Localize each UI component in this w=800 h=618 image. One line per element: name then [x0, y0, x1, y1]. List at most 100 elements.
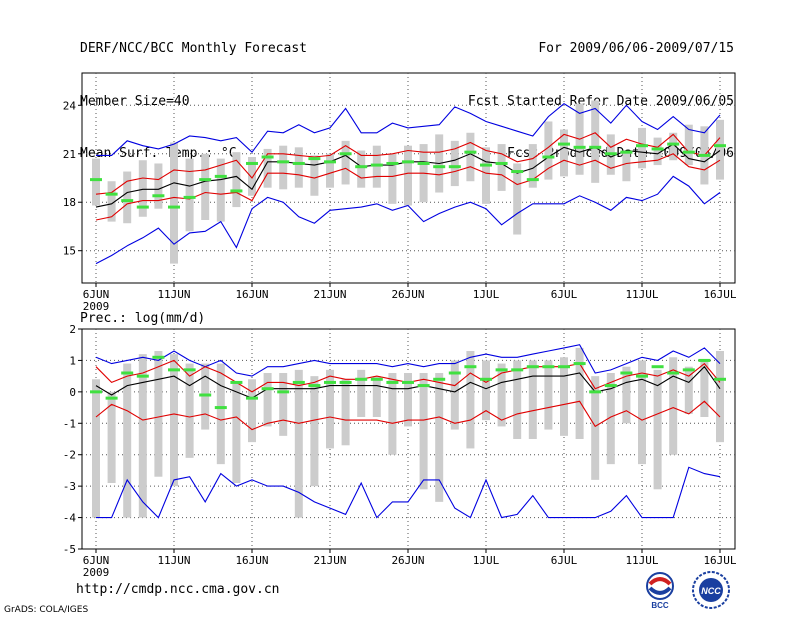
median-marker — [604, 152, 617, 156]
median-marker — [636, 374, 648, 378]
range-box — [466, 132, 475, 182]
median-marker — [105, 192, 118, 196]
range-box — [638, 360, 646, 465]
median-marker — [152, 194, 165, 198]
range-box — [622, 366, 631, 424]
median-marker — [495, 161, 508, 165]
x-tick-label: 16JUN — [235, 554, 268, 567]
x-year-label: 2009 — [83, 300, 110, 313]
median-marker — [214, 406, 227, 410]
x-tick-label: 6JUL — [551, 288, 578, 301]
x-tick-label: 16JUL — [703, 288, 736, 301]
median-marker — [199, 393, 212, 397]
median-marker — [214, 174, 227, 178]
median-marker — [417, 384, 430, 388]
median-marker — [355, 165, 368, 169]
median-marker — [230, 189, 243, 193]
range-box — [326, 369, 334, 449]
median-marker — [433, 377, 446, 381]
median-marker — [90, 390, 102, 394]
range-box — [435, 373, 444, 502]
median-marker — [417, 161, 430, 165]
range-box — [638, 127, 646, 169]
range-box — [92, 158, 100, 206]
ncc-logo-text: NCC — [701, 586, 721, 596]
median-marker — [651, 365, 664, 369]
range-box — [232, 382, 241, 483]
range-box — [716, 351, 724, 443]
range-box — [232, 152, 241, 208]
median-marker — [183, 368, 196, 372]
median-marker — [526, 365, 539, 369]
median-marker — [308, 157, 321, 161]
y-tick-label: -1 — [63, 417, 76, 430]
median-marker — [682, 368, 695, 372]
y-tick-label: -3 — [63, 480, 76, 493]
median-marker — [168, 368, 180, 372]
range-box — [372, 145, 381, 188]
series-mean-spread — [95, 400, 721, 431]
range-box — [357, 150, 366, 188]
range-box — [92, 379, 100, 518]
range-box — [107, 391, 116, 483]
median-marker — [339, 152, 352, 156]
source-url[interactable]: http://cmdp.ncc.cma.gov.cn — [76, 582, 280, 597]
range-box — [497, 363, 506, 427]
bcc-logo-text: BCC — [651, 601, 669, 610]
median-marker — [136, 205, 149, 209]
median-marker — [526, 178, 539, 182]
y-tick-label: 0 — [69, 386, 76, 399]
series-mean-spread — [95, 153, 721, 221]
median-marker — [105, 396, 118, 400]
y-tick-label: -4 — [63, 512, 77, 525]
median-marker — [542, 155, 555, 159]
median-marker — [168, 205, 180, 209]
median-marker — [152, 355, 165, 359]
range-box — [700, 360, 709, 417]
range-box — [606, 373, 615, 465]
median-marker — [573, 362, 586, 366]
range-box — [684, 366, 693, 414]
range-box — [201, 153, 210, 220]
y-tick-label: -5 — [63, 543, 76, 556]
median-marker — [589, 145, 602, 149]
range-box — [404, 373, 412, 427]
range-box — [341, 140, 350, 185]
median-marker — [308, 384, 321, 388]
x-tick-label: 1JUL — [473, 554, 500, 567]
median-marker — [573, 145, 586, 149]
median-marker — [277, 160, 290, 164]
x-tick-label: 6JUL — [551, 554, 578, 567]
range-box — [248, 157, 256, 196]
median-marker — [589, 390, 602, 394]
x-tick-label: 11JUL — [625, 288, 658, 301]
range-box — [326, 153, 334, 188]
y-tick-label: 1 — [69, 354, 76, 367]
median-marker — [604, 384, 617, 388]
range-box — [263, 148, 272, 188]
range-box — [513, 163, 522, 235]
median-marker — [386, 380, 399, 384]
range-box — [544, 360, 553, 430]
range-box — [216, 158, 225, 222]
range-box — [388, 153, 397, 204]
median-marker — [698, 358, 711, 362]
series-ensemble-max — [95, 344, 721, 377]
median-marker — [667, 142, 680, 146]
range-box — [310, 376, 319, 487]
range-box — [310, 155, 319, 196]
range-box — [388, 373, 397, 455]
x-tick-label: 11JUN — [157, 554, 190, 567]
precip-variable-label: Prec.: log(mm/d) — [80, 311, 205, 326]
range-box — [528, 360, 537, 439]
series-mean-spread — [95, 132, 721, 195]
x-tick-label: 21JUN — [313, 554, 346, 567]
median-marker — [136, 374, 149, 378]
median-marker — [464, 365, 477, 369]
y-tick-label: 2 — [69, 323, 76, 336]
range-box — [404, 145, 412, 206]
range-box — [575, 347, 584, 439]
median-marker — [511, 368, 524, 372]
series-ensemble-min — [95, 175, 721, 265]
